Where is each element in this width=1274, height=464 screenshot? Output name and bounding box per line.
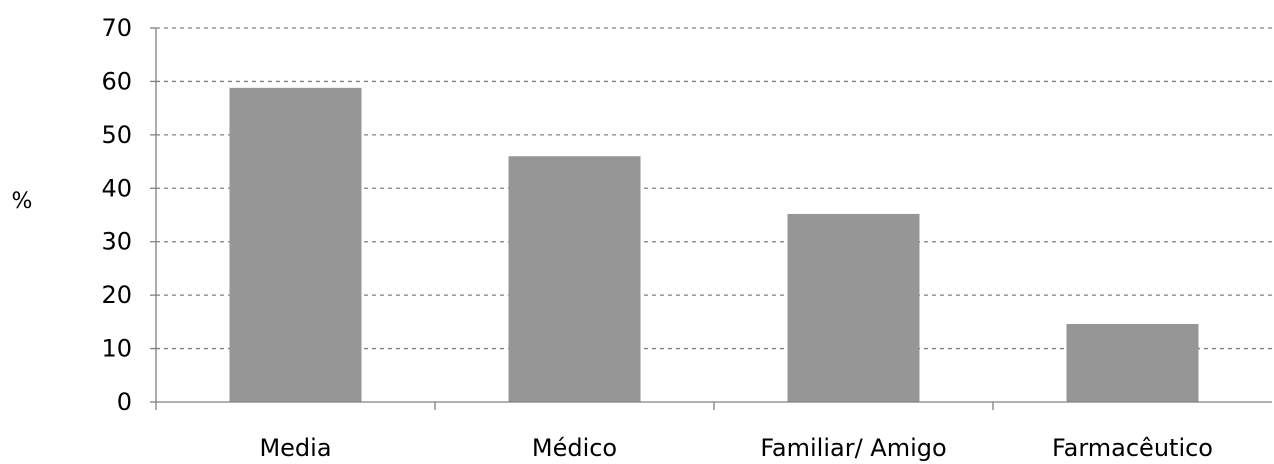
y-tick-label: 40 [101, 174, 132, 202]
y-tick-label: 60 [101, 67, 132, 95]
x-tick-label: Familiar/ Amigo [760, 434, 946, 462]
bar-farmac-utico [1066, 323, 1199, 402]
y-tick-label: 50 [101, 121, 132, 149]
bar-media [229, 87, 362, 402]
bars [229, 87, 1199, 402]
x-tick-label: Farmacêutico [1052, 434, 1213, 462]
y-tick-label: 70 [101, 14, 132, 42]
y-tick-label: 30 [101, 228, 132, 256]
bar-familiar-amigo [787, 213, 920, 402]
y-tick-label: 20 [101, 281, 132, 309]
y-tick-label: 0 [117, 388, 132, 416]
x-tick-labels: Media Médico Familiar/ Amigo Farmacêutico [155, 402, 1213, 462]
bar-m-dico [508, 156, 641, 402]
x-tick-label: Media [259, 434, 331, 462]
x-tick-label: Médico [532, 434, 617, 462]
y-tick-label: 10 [101, 335, 132, 363]
y-axis-title: % [12, 189, 33, 214]
y-tick-labels: 0 10 20 30 40 50 60 70 [101, 14, 156, 416]
